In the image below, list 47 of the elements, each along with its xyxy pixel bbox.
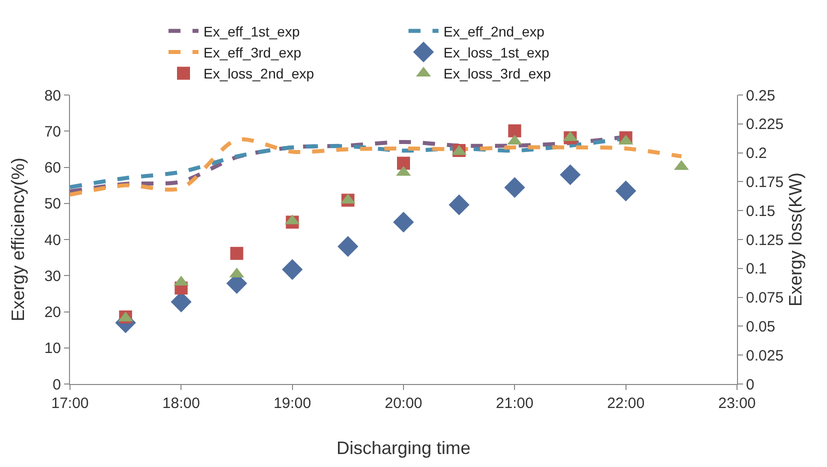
- y2-tick-label: 0.025: [746, 347, 784, 364]
- point: [393, 212, 414, 233]
- y-tick-label: 10: [44, 340, 61, 358]
- y2-axis-title: Exergy loss(KW): [786, 172, 806, 307]
- point: [338, 236, 358, 257]
- y2-tick-label: 0: [746, 376, 754, 394]
- y-tick-label: 60: [44, 160, 61, 176]
- point: [508, 124, 522, 138]
- y-tick-label: 30: [44, 268, 61, 285]
- y-tick-label: 50: [44, 196, 61, 213]
- x-tick-label: 19:00: [274, 395, 312, 412]
- y2-tick-label: 0.25: [746, 87, 776, 104]
- legend-label: Ex_eff_1st_exp: [204, 23, 300, 40]
- y-tick-label: 20: [44, 304, 61, 321]
- x-tick-label: 21:00: [496, 395, 534, 412]
- y2-tick-label: 0.2: [746, 145, 767, 162]
- x-tick-label: 23:00: [718, 395, 756, 412]
- point: [282, 259, 303, 280]
- y2-tick-label: 0.175: [746, 174, 784, 191]
- point: [230, 246, 244, 260]
- y-tick-label: 40: [44, 232, 61, 249]
- legend-label: Ex_loss_1st_exp: [444, 44, 550, 60]
- point: [504, 177, 526, 198]
- y-tick-label: 80: [44, 87, 61, 104]
- y2-tick-label: 0.15: [746, 202, 776, 220]
- y2-tick-label: 0.1: [746, 260, 767, 278]
- legend-label: Ex_loss_2nd_exp: [204, 66, 314, 82]
- y2-tick-label: 0.125: [746, 232, 784, 249]
- legend-label: Ex_eff_2nd_exp: [444, 23, 545, 40]
- x-axis-title: Discharging time: [336, 438, 471, 458]
- legend-label: Ex_eff_3rd_exp: [204, 44, 302, 60]
- y-tick-label: 0: [52, 376, 61, 394]
- y-tick-label: 70: [44, 123, 61, 140]
- x-tick-label: 17:00: [51, 395, 89, 412]
- y2-tick-label: 0.075: [746, 290, 784, 307]
- point: [448, 194, 470, 216]
- line-series: [70, 137, 684, 197]
- x-tick-label: 22:00: [607, 395, 645, 412]
- y-axis-title: Exergy efficiency(%): [8, 158, 28, 322]
- y2-tick-label: 0.05: [746, 318, 776, 336]
- x-tick-label: 20:00: [384, 395, 422, 412]
- point: [397, 156, 410, 170]
- point: [615, 180, 636, 202]
- point: [560, 164, 581, 186]
- legend-label: Ex_loss_3rd_exp: [444, 66, 552, 82]
- y2-tick-label: 0.225: [746, 116, 784, 134]
- x-tick-label: 18:00: [162, 395, 200, 412]
